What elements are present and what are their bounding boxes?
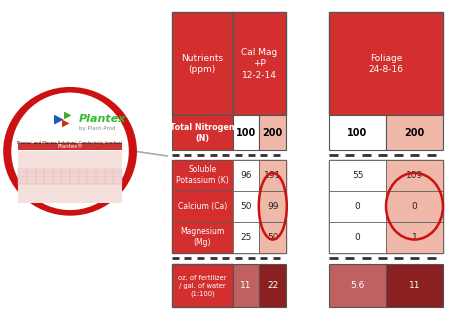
Text: 100: 100: [347, 128, 367, 138]
Text: Plantex®: Plantex®: [57, 144, 83, 149]
Bar: [171, 191, 232, 222]
Bar: [232, 222, 259, 253]
Text: oz. of fertilizer
/ gal. of water
(1:100): oz. of fertilizer / gal. of water (1:100…: [178, 275, 226, 296]
Bar: [259, 264, 285, 307]
Bar: [328, 12, 442, 115]
Bar: [18, 151, 121, 203]
Text: 50: 50: [267, 233, 278, 242]
Ellipse shape: [11, 93, 129, 210]
Bar: [232, 12, 285, 115]
Text: Total Nitrogen
(N): Total Nitrogen (N): [170, 123, 234, 143]
Bar: [171, 12, 232, 115]
Bar: [328, 222, 385, 253]
Bar: [385, 160, 442, 191]
Text: 200: 200: [262, 128, 282, 138]
Bar: [328, 115, 385, 150]
Text: ▶: ▶: [62, 118, 69, 128]
Bar: [259, 160, 285, 191]
Bar: [385, 115, 442, 150]
Bar: [328, 160, 442, 253]
Bar: [328, 160, 385, 191]
Text: Plantex: Plantex: [79, 114, 126, 124]
Bar: [259, 115, 285, 150]
Text: 191: 191: [263, 171, 281, 180]
Bar: [232, 115, 259, 150]
Bar: [171, 264, 232, 307]
Text: 99: 99: [267, 202, 278, 211]
Text: 96: 96: [240, 171, 251, 180]
Text: 1: 1: [411, 233, 416, 242]
Text: 11: 11: [408, 281, 419, 290]
Text: 0: 0: [411, 202, 416, 211]
Bar: [259, 191, 285, 222]
Bar: [259, 222, 285, 253]
Text: Nutrients
(ppm): Nutrients (ppm): [181, 54, 223, 74]
Bar: [232, 191, 259, 222]
Text: ▶: ▶: [54, 113, 64, 125]
Text: Soluble
Potassium (K): Soluble Potassium (K): [175, 165, 228, 185]
Bar: [232, 160, 259, 191]
Bar: [232, 264, 259, 307]
Ellipse shape: [3, 87, 137, 216]
Text: 55: 55: [351, 171, 363, 180]
Text: 11: 11: [240, 281, 251, 290]
Text: 200: 200: [404, 128, 423, 138]
Bar: [171, 160, 232, 191]
Text: Cal Mag
+P
12-2-14: Cal Mag +P 12-2-14: [240, 48, 277, 80]
Bar: [328, 191, 385, 222]
Text: 25: 25: [240, 233, 251, 242]
Text: by Plant-Prod: by Plant-Prod: [79, 126, 115, 131]
Text: Plantex' and Plantex Solutions' Conductivity (mmhos): Plantex' and Plantex Solutions' Conducti…: [18, 140, 122, 144]
Bar: [18, 143, 121, 150]
Text: 22: 22: [267, 281, 278, 290]
Bar: [385, 222, 442, 253]
Text: Calcium (Ca): Calcium (Ca): [177, 202, 226, 211]
Text: 0: 0: [354, 202, 359, 211]
Text: Magnesium
(Mg): Magnesium (Mg): [180, 227, 224, 247]
Text: 0: 0: [354, 233, 359, 242]
Bar: [385, 264, 442, 307]
Bar: [171, 115, 232, 150]
Text: ▶: ▶: [64, 110, 71, 120]
Text: 5.6: 5.6: [350, 281, 364, 290]
Text: 109: 109: [405, 171, 422, 180]
Text: Foliage
24-8-16: Foliage 24-8-16: [368, 54, 403, 74]
Text: 50: 50: [240, 202, 251, 211]
Text: 100: 100: [235, 128, 256, 138]
Bar: [385, 191, 442, 222]
Bar: [171, 222, 232, 253]
Bar: [171, 160, 285, 253]
Bar: [328, 264, 385, 307]
